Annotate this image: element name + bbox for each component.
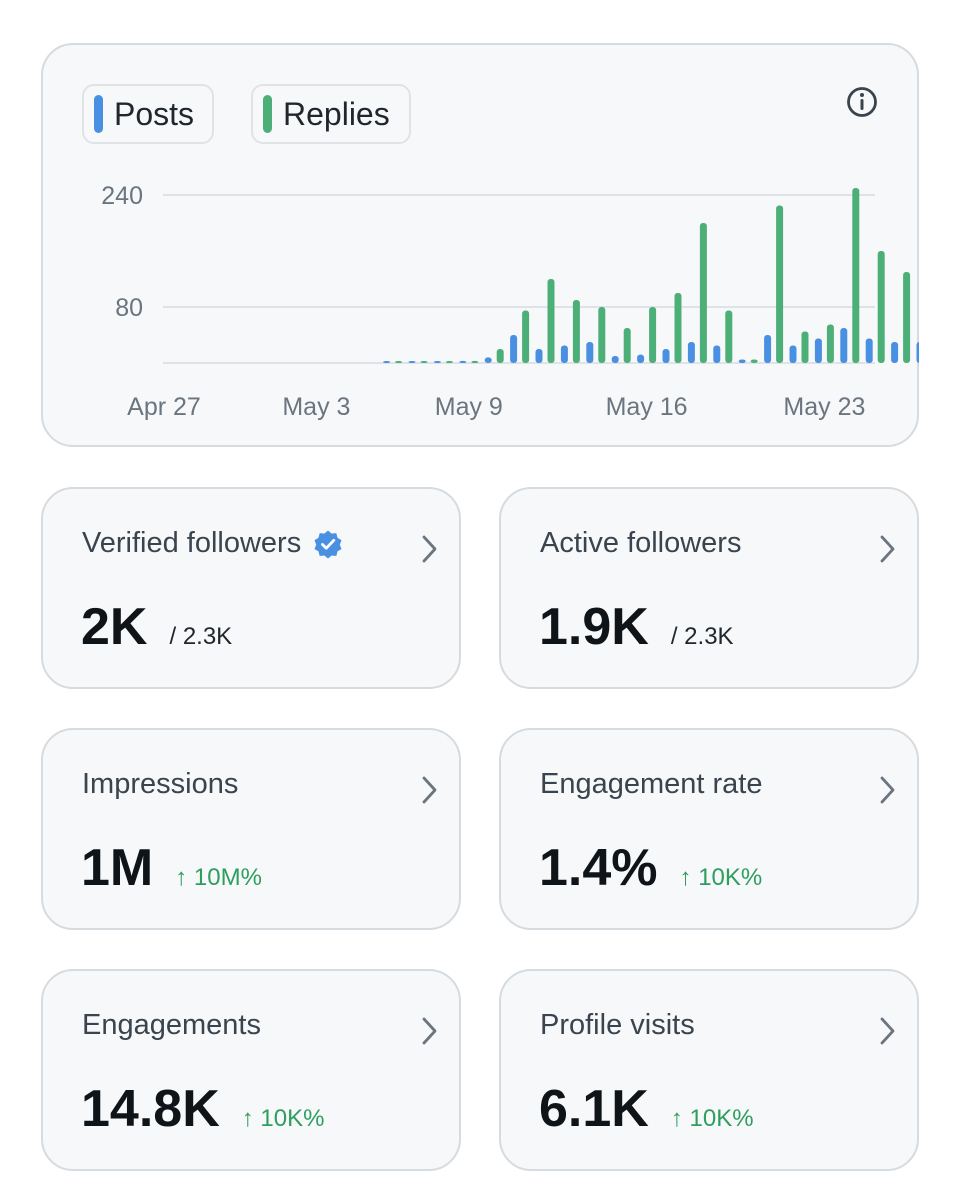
posts-bar xyxy=(738,359,746,363)
posts-bar xyxy=(560,345,568,363)
stat-value-row: 1.4% ↑ 10K% xyxy=(539,838,762,898)
replies-bar xyxy=(852,188,860,363)
posts-bar xyxy=(637,354,645,363)
stat-value: 6.1K xyxy=(539,1080,649,1138)
stat-value: 2K xyxy=(81,598,148,656)
replies-bar xyxy=(547,279,555,363)
stat-title: Active followers xyxy=(540,527,742,559)
chevron-right-icon xyxy=(422,535,437,563)
stat-value-row: 1.9K / 2.3K xyxy=(539,597,734,657)
replies-bar xyxy=(623,328,631,363)
stat-card-verified-followers[interactable]: Verified followers 2K / 2.3K xyxy=(41,487,461,689)
posts-bar xyxy=(814,338,822,363)
posts-bar xyxy=(408,361,416,363)
verified-badge-icon xyxy=(314,530,342,558)
posts-bar xyxy=(865,338,873,363)
posts-bar xyxy=(459,360,467,363)
chart-card: Posts Replies 240 80 Apr 27 May 3 May 9 May 1… xyxy=(41,43,919,447)
replies-bar xyxy=(471,360,479,363)
stat-card-active-followers[interactable]: Active followers 1.9K / 2.3K xyxy=(499,487,919,689)
stat-total: / 2.3K xyxy=(670,623,734,650)
x-tick-label: May 23 xyxy=(783,393,865,421)
replies-bar xyxy=(725,310,733,363)
posts-bar xyxy=(662,349,670,363)
legend-posts-toggle[interactable]: Posts xyxy=(82,84,214,144)
replies-bar xyxy=(420,361,428,363)
replies-bar xyxy=(750,359,758,363)
replies-bar xyxy=(699,223,707,363)
chevron-right-icon xyxy=(422,1017,437,1045)
stat-change: ↑ 10M% xyxy=(175,864,262,891)
posts-bar xyxy=(535,349,543,363)
posts-bar xyxy=(611,356,619,363)
stat-value-row: 14.8K ↑ 10K% xyxy=(81,1079,324,1139)
stat-change: ↑ 10K% xyxy=(241,1105,325,1132)
posts-bar xyxy=(891,342,899,363)
stat-total: / 2.3K xyxy=(169,623,233,650)
legend-replies-toggle[interactable]: Replies xyxy=(251,84,411,144)
stat-title: Verified followers xyxy=(82,527,302,559)
replies-bar xyxy=(572,300,580,363)
replies-bar xyxy=(649,307,657,363)
y-tick-label: 240 xyxy=(101,182,143,210)
posts-swatch xyxy=(94,95,103,133)
bar-chart: 240 80 Apr 27 May 3 May 9 May 16 May 23 xyxy=(101,182,919,421)
stat-value: 1.4% xyxy=(539,839,658,897)
replies-bar xyxy=(801,331,809,363)
stat-card-impressions[interactable]: Impressions 1M ↑ 10M% xyxy=(41,728,461,930)
stat-title: Engagement rate xyxy=(540,768,763,800)
stat-card-profile-visits[interactable]: Profile visits 6.1K ↑ 10K% xyxy=(499,969,919,1171)
x-tick-label: May 3 xyxy=(282,393,350,421)
posts-bar xyxy=(713,345,721,363)
posts-bar xyxy=(789,345,797,363)
stat-title: Engagements xyxy=(82,1009,261,1041)
chevron-right-icon xyxy=(880,1017,895,1045)
posts-bar xyxy=(586,342,594,363)
chevron-right-icon xyxy=(880,535,895,563)
stat-change: ↑ 10K% xyxy=(679,864,763,891)
posts-bar xyxy=(687,342,695,363)
replies-bar xyxy=(598,307,606,363)
stat-value-row: 6.1K ↑ 10K% xyxy=(539,1079,754,1139)
chevron-right-icon xyxy=(880,776,895,804)
replies-swatch xyxy=(263,95,272,133)
replies-bar xyxy=(395,361,403,363)
chevron-right-icon xyxy=(422,776,437,804)
stat-value-row: 1M ↑ 10M% xyxy=(81,838,262,898)
stat-title-container: Verified followers xyxy=(82,527,343,560)
stat-value: 1.9K xyxy=(539,598,649,656)
posts-bar xyxy=(916,342,919,363)
legend-posts-label: Posts xyxy=(114,95,195,132)
stat-title: Impressions xyxy=(82,768,239,800)
info-icon[interactable] xyxy=(845,85,879,119)
posts-bar xyxy=(510,335,518,363)
replies-bar xyxy=(496,349,504,363)
replies-bar xyxy=(674,293,682,363)
posts-bar xyxy=(433,361,441,363)
posts-bar xyxy=(484,357,492,363)
legend-replies-label: Replies xyxy=(283,95,390,132)
replies-bar xyxy=(776,205,784,363)
posts-bar xyxy=(764,335,772,363)
replies-bar xyxy=(903,272,911,363)
replies-bar xyxy=(522,310,530,363)
x-tick-label: May 9 xyxy=(435,393,503,421)
stat-card-engagement-rate[interactable]: Engagement rate 1.4% ↑ 10K% xyxy=(499,728,919,930)
stat-value: 14.8K xyxy=(81,1080,220,1138)
replies-bar xyxy=(445,361,453,363)
stat-value: 1M xyxy=(81,839,154,897)
x-tick-label: May 16 xyxy=(606,393,688,421)
replies-bar xyxy=(877,251,885,363)
stat-value-row: 2K / 2.3K xyxy=(81,597,232,657)
stat-card-engagements[interactable]: Engagements 14.8K ↑ 10K% xyxy=(41,969,461,1171)
posts-bar xyxy=(840,328,848,363)
stat-title: Profile visits xyxy=(540,1009,695,1041)
stat-change: ↑ 10K% xyxy=(670,1105,754,1132)
x-tick-label: Apr 27 xyxy=(127,393,201,421)
y-tick-label: 80 xyxy=(115,294,143,322)
posts-bar xyxy=(383,361,391,363)
replies-bar xyxy=(826,324,834,363)
